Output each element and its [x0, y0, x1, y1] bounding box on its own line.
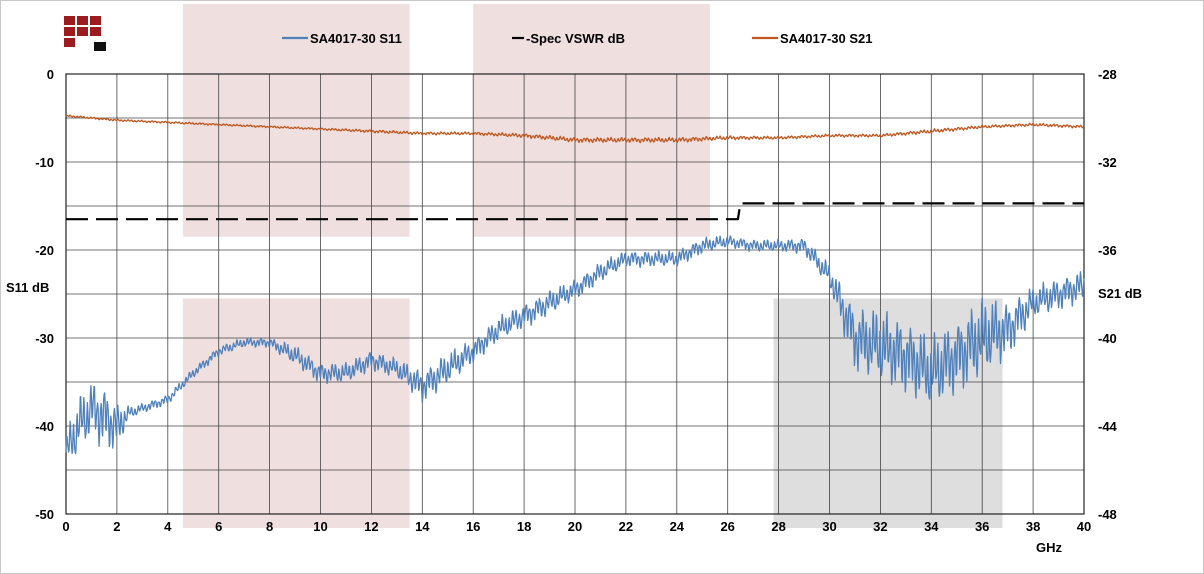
y-right-tick-label: -32 [1098, 155, 1117, 170]
x-tick-label: 18 [517, 519, 531, 534]
x-tick-label: 10 [313, 519, 327, 534]
y-left-tick-label: -20 [35, 243, 54, 258]
x-tick-label: 32 [873, 519, 887, 534]
series-line-2 [66, 202, 1084, 221]
y-right-tick-label: -36 [1098, 243, 1117, 258]
x-tick-label: 6 [215, 519, 222, 534]
x-tick-label: 2 [113, 519, 120, 534]
y-right-tick-label: -44 [1098, 419, 1118, 434]
y-left-tick-label: -50 [35, 507, 54, 522]
x-tick-label: 22 [619, 519, 633, 534]
y-right-tick-label: -28 [1098, 67, 1117, 82]
x-tick-label: 28 [771, 519, 785, 534]
y-right-axis-title: S21 dB [1098, 286, 1142, 301]
x-tick-label: 20 [568, 519, 582, 534]
legend-label-2: -Spec VSWR dB [526, 31, 625, 46]
x-tick-label: 12 [364, 519, 378, 534]
x-tick-label: 16 [466, 519, 480, 534]
x-tick-label: 38 [1026, 519, 1040, 534]
x-tick-label: 26 [720, 519, 734, 534]
shaded-band-3 [183, 298, 410, 528]
company-logo [64, 16, 110, 54]
x-tick-label: 36 [975, 519, 989, 534]
x-tick-label: 0 [62, 519, 69, 534]
x-tick-label: 14 [415, 519, 430, 534]
x-tick-label: 40 [1077, 519, 1091, 534]
x-tick-label: 8 [266, 519, 273, 534]
y-left-tick-label: -40 [35, 419, 54, 434]
y-right-tick-label: -40 [1098, 331, 1117, 346]
x-tick-label: 24 [670, 519, 685, 534]
y-right-tick-label: -48 [1098, 507, 1117, 522]
y-left-tick-label: -30 [35, 331, 54, 346]
y-left-tick-label: -10 [35, 155, 54, 170]
plot-area-border [65, 73, 1085, 515]
shaded-band-2 [473, 4, 710, 237]
x-tick-label: 30 [822, 519, 836, 534]
x-tick-label: 34 [924, 519, 939, 534]
series-line-1 [65, 235, 1085, 455]
series-line-3 [65, 114, 1085, 144]
y-left-tick-label: 0 [47, 67, 54, 82]
x-tick-label: 4 [164, 519, 172, 534]
shaded-band-1 [183, 4, 410, 237]
legend-label-1: SA4017-30 S11 [310, 31, 402, 46]
y-left-axis-title: S11 dB [6, 280, 49, 295]
x-axis-unit: GHz [1036, 540, 1063, 555]
legend-label-3: SA4017-30 S21 [780, 31, 873, 46]
